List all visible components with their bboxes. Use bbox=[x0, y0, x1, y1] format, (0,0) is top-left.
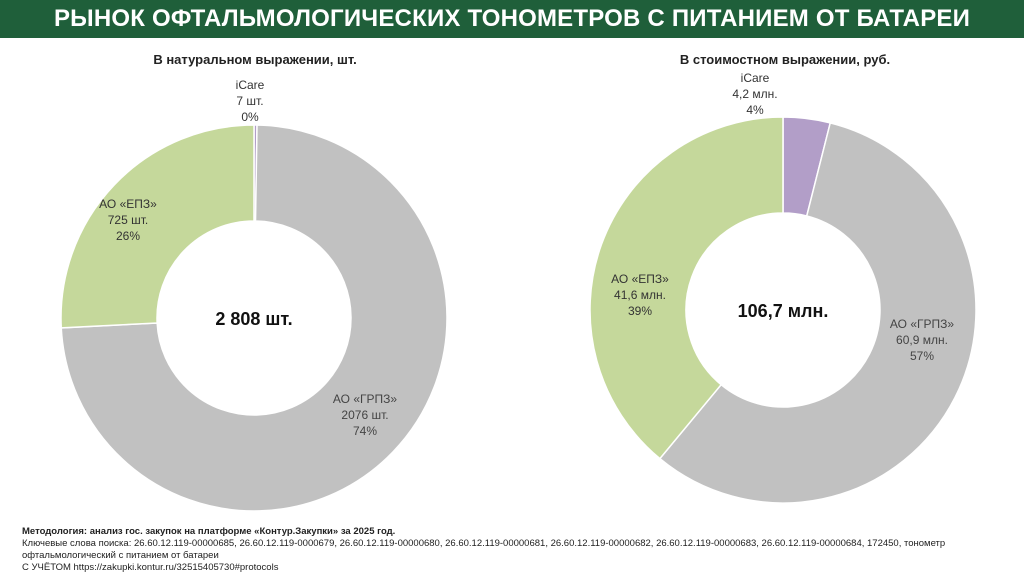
center-total-chart1: 2 808 шт. bbox=[215, 309, 292, 329]
slice-label-ао-епз-chart2: АО «ЕПЗ» 41,6 млн. 39% bbox=[611, 272, 669, 318]
slice-ао-грпз-chart2 bbox=[658, 121, 977, 504]
chart-title-value: В стоимостном выражении, руб. bbox=[679, 52, 891, 67]
slice-label-ао-епз-chart1: АО «ЕПЗ» 725 шт. 26% bbox=[99, 197, 157, 243]
page-title: РЫНОК ОФТАЛЬМОЛОГИЧЕСКИХ ТОНОМЕТРОВ С ПИ… bbox=[0, 0, 1024, 38]
slice-label-icare-chart2: iCare 4,2 млн. 4% bbox=[732, 71, 777, 117]
slice-ао-грпз-chart1 bbox=[60, 124, 448, 512]
center-total-chart2: 106,7 млн. bbox=[738, 301, 829, 321]
chart-title-units: В натуральном выражении, шт. bbox=[153, 52, 357, 67]
slice-label-ао-грпз-chart2: АО «ГРПЗ» 60,9 млн. 57% bbox=[890, 317, 954, 363]
slice-label-ао-грпз-chart1: АО «ГРПЗ» 2076 шт. 74% bbox=[333, 392, 397, 438]
methodology-footer: Методология: анализ гос. закупок на плат… bbox=[22, 526, 1002, 574]
slice-ао-епз-chart2 bbox=[589, 116, 784, 460]
footer-methodology: Методология: анализ гос. закупок на плат… bbox=[22, 526, 396, 537]
footer-source-link[interactable]: С УЧЁТОМ https://zakupki.kontur.ru/32515… bbox=[22, 562, 279, 573]
slice-label-icare-chart1: iCare 7 шт. 0% bbox=[236, 78, 265, 124]
footer-keywords: Ключевые слова поиска: 26.60.12.119-0000… bbox=[22, 538, 946, 549]
slice-ао-епз-chart1 bbox=[60, 124, 255, 329]
footer-keywords-cont: офтальмологический с питанием от батареи bbox=[22, 550, 219, 561]
